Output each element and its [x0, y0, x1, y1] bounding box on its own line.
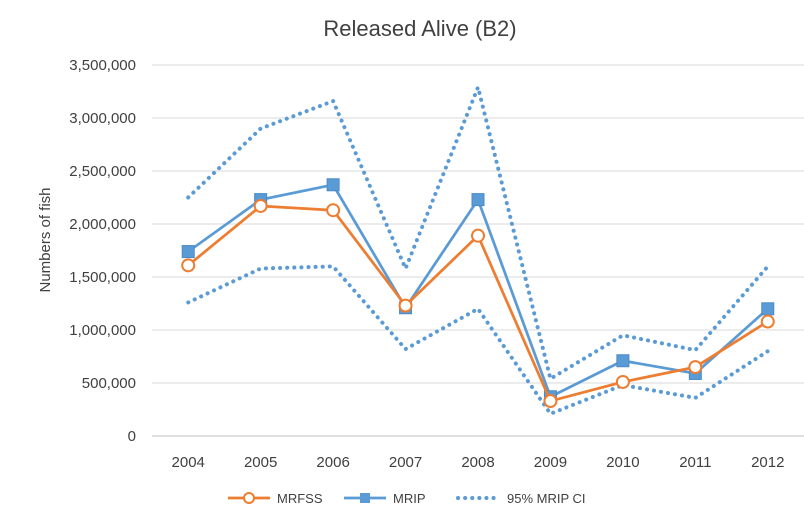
y-tick-labels: 0 500,000 1,000,000 1,500,000 2,000,000 2,500… [69, 57, 136, 445]
ci-upper-line [186, 80, 770, 382]
legend: MRFSS MRIP 95% MRIP CI [228, 491, 586, 506]
x-tick-label: 2010 [606, 454, 639, 471]
x-tick-labels: 2004 2005 2006 2007 2008 2009 2010 2011 2012 [172, 454, 785, 471]
legend-ci-label: 95% MRIP CI [507, 491, 586, 506]
x-tick-label: 2004 [172, 454, 205, 471]
mrip-line [187, 183, 769, 399]
mrfss-point [615, 374, 630, 389]
ci-series [186, 80, 770, 417]
mrfss-series [181, 198, 775, 409]
mrip-point [181, 245, 195, 259]
legend-mrip-label: MRIP [393, 491, 426, 506]
y-tick-label: 1,500,000 [69, 269, 136, 286]
x-tick-label: 2011 [679, 454, 711, 471]
y-tick-label: 3,000,000 [69, 110, 136, 127]
y-tick-label: 1,000,000 [69, 322, 136, 339]
x-tick-label: 2009 [534, 454, 567, 471]
legend-mrfss-label: MRFSS [277, 491, 323, 506]
y-tick-label: 3,500,000 [69, 57, 136, 74]
mrip-point [326, 178, 340, 192]
mrip-point [616, 354, 630, 368]
legend-mrip-marker [360, 493, 370, 503]
mrip-point [471, 193, 485, 207]
x-tick-label: 2005 [244, 454, 277, 471]
ci-lower-line [186, 264, 770, 417]
y-tick-label: 2,000,000 [69, 216, 136, 233]
mrfss-point [398, 298, 413, 313]
mrfss-point [326, 203, 341, 218]
x-tick-label: 2006 [316, 454, 349, 471]
x-tick-label: 2012 [751, 454, 784, 471]
x-tick-label: 2007 [389, 454, 422, 471]
x-tick-label: 2008 [461, 454, 494, 471]
chart-title: Released Alive (B2) [323, 16, 516, 41]
mrip-point [761, 302, 775, 316]
mrfss-point [543, 394, 558, 409]
mrfss-point [760, 314, 775, 329]
y-axis-title: Numbers of fish [37, 187, 54, 292]
legend-mrfss-marker [243, 492, 255, 504]
y-tick-label: 2,500,000 [69, 163, 136, 180]
y-tick-label: 0 [128, 428, 136, 445]
y-tick-label: 500,000 [82, 375, 136, 392]
mrfss-point [688, 360, 703, 375]
mrfss-point [471, 228, 485, 243]
mrfss-point [253, 198, 268, 213]
gridlines [152, 64, 804, 384]
mrfss-point [181, 258, 196, 273]
